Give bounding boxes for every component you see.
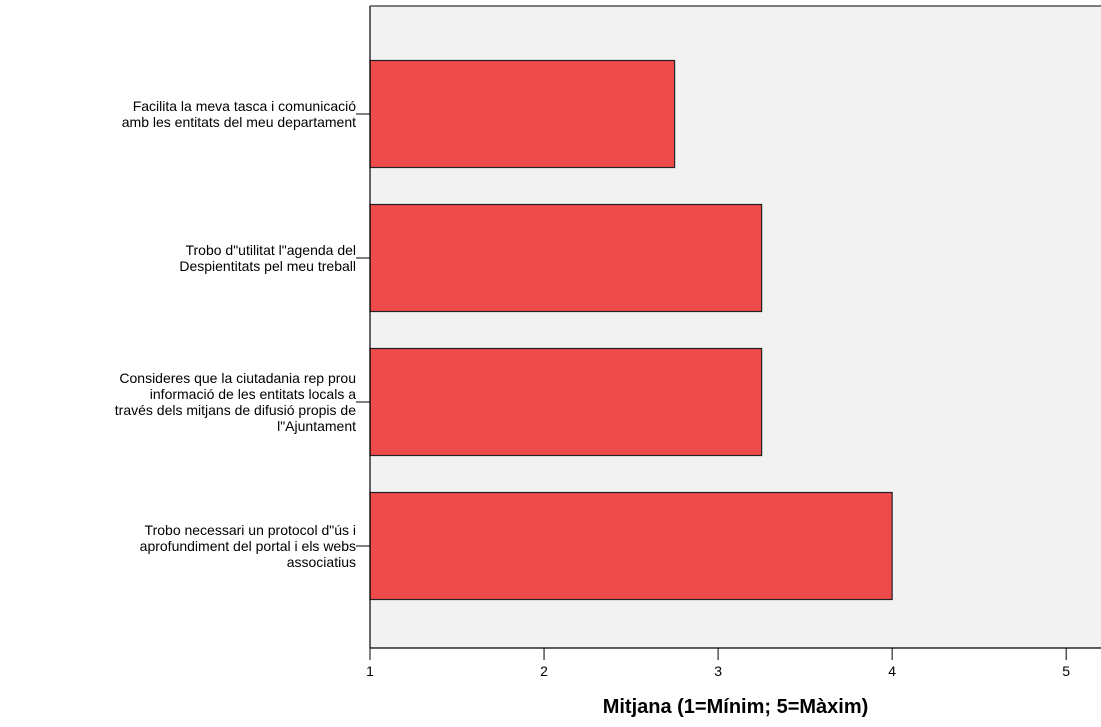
x-tick-label-2: 2 [540,663,548,679]
x-tick-label-1: 1 [366,663,374,679]
x-tick-label-3: 3 [714,663,722,679]
x-axis-title: Mitjana (1=Mínim; 5=Màxim) [602,696,869,718]
category-label-line: l"Ajuntament [277,418,356,434]
bar-1 [369,59,676,169]
category-label-4: Trobo necessari un protocol d"ús i aprofu… [140,522,356,570]
category-label-line: amb les entitats del meu departament [121,114,356,130]
category-label-3: Consideres que la ciutadania rep prou inf… [115,370,356,434]
x-tick-label-5: 5 [1062,663,1070,679]
category-label-line: associatius [286,554,356,570]
category-label-2: Trobo d"utilitat l"agenda del Despientita… [179,242,356,274]
bar-3 [369,347,763,457]
category-label-line: Despientitats pel meu treball [179,258,356,274]
category-label-line: través dels mitjans de difusió propis de [114,402,356,418]
x-tick-label-4: 4 [888,663,896,679]
bar-2 [369,203,763,313]
category-label-line: informació de les entitats locals a [149,386,356,402]
category-label-line: Trobo d"utilitat l"agenda del [185,242,356,258]
category-label-line: Trobo necessari un protocol d"ús i [144,522,356,538]
category-label-1: Facilita la meva tasca i comunicació amb … [122,98,356,130]
category-label-line: aprofundiment del portal i els webs [139,538,356,554]
bar-4 [369,491,893,601]
category-label-line: Consideres que la ciutadania rep prou [119,370,356,386]
category-label-line: Facilita la meva tasca i comunicació [132,98,356,114]
